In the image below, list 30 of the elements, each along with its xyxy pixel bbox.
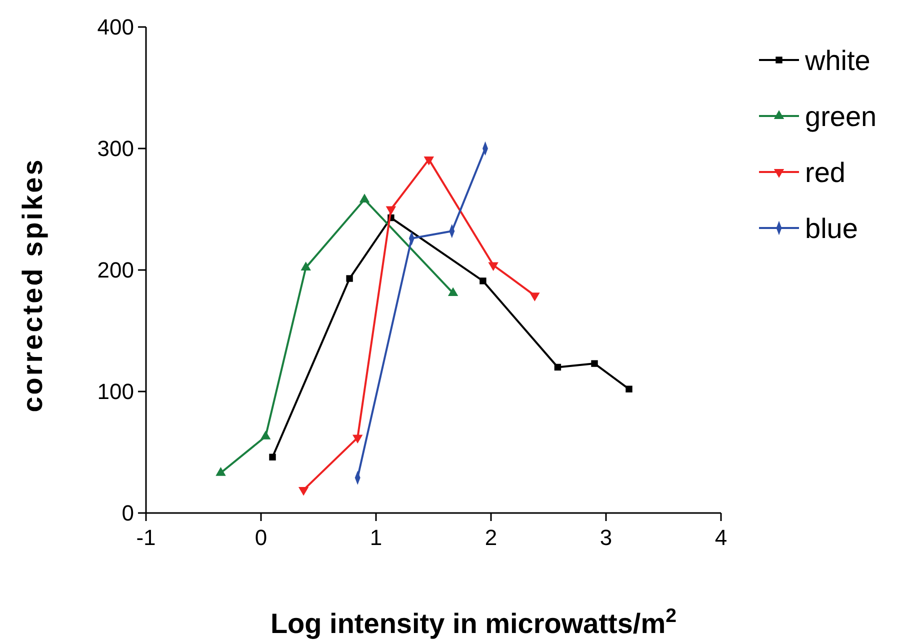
point (386, 206, 396, 216)
y-tick-label: 100 (97, 379, 134, 404)
y-tick-label: 400 (97, 14, 134, 40)
legend-label: blue (805, 212, 858, 244)
x-tick-label: -1 (136, 525, 156, 550)
point (480, 278, 486, 284)
point (554, 364, 562, 371)
point (591, 360, 598, 367)
x-tick-label: 2 (484, 525, 498, 550)
point (216, 467, 226, 476)
point (424, 156, 434, 166)
x-tick-label: 3 (600, 525, 612, 550)
point (269, 454, 276, 460)
legend-label: white (804, 44, 870, 76)
point (448, 287, 458, 296)
point (260, 430, 271, 440)
y-tick-label: 200 (97, 258, 134, 283)
x-tick-label: 0 (254, 525, 268, 550)
x-tick-label: 4 (714, 525, 728, 550)
y-tick-label: 0 (122, 500, 134, 526)
y-tick-label: 300 (97, 136, 134, 162)
point (346, 275, 353, 282)
legend-label: green (805, 100, 877, 132)
x-tick-label: 1 (370, 525, 382, 550)
x-axis-title: Log intensity in microwatts/m$^{2}$ (270, 605, 677, 639)
legend-label: red (805, 156, 846, 188)
point (530, 292, 540, 302)
point (626, 386, 632, 392)
point (488, 262, 498, 272)
y-axis-title: corrected spikes (17, 158, 48, 412)
